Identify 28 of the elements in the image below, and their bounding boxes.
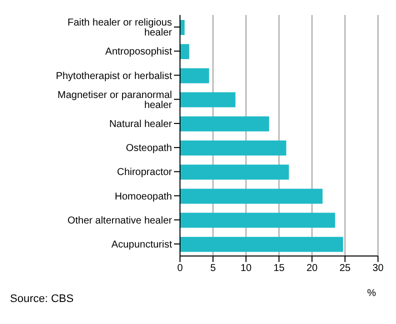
x-tick-label: 25 xyxy=(339,263,351,274)
y-tick-label: Antroposophist xyxy=(105,46,172,58)
x-tick-label: 30 xyxy=(372,263,384,274)
x-axis-title: % xyxy=(367,288,376,299)
y-tick-label: Chiropractor xyxy=(116,167,173,178)
y-tick-label: Osteopath xyxy=(126,143,172,154)
y-tick-label: Natural healer xyxy=(109,119,173,130)
bar xyxy=(180,68,210,84)
y-tick-label: Homoeopath xyxy=(114,191,172,202)
y-tick-label: Faith healer or religious healer xyxy=(68,18,173,39)
y-tick-label: Other alternative healer xyxy=(67,215,173,226)
source-note: Source: CBS xyxy=(10,293,74,305)
bar xyxy=(180,236,344,252)
bar xyxy=(180,116,270,132)
bar xyxy=(180,92,236,108)
x-tick-label: 0 xyxy=(177,263,184,274)
y-tick-label: Acupuncturist xyxy=(111,240,172,250)
x-tick-label: 15 xyxy=(273,263,285,274)
bar xyxy=(180,212,336,228)
bar xyxy=(180,44,190,60)
bar xyxy=(180,188,323,204)
x-tick-label: 10 xyxy=(240,263,252,274)
x-tick-label: 5 xyxy=(210,263,216,274)
bar xyxy=(180,164,289,180)
y-tick-label: Magnetiser or paranormal healer xyxy=(58,90,173,111)
y-tick-label: Phytotherapist or herbalist xyxy=(56,70,172,82)
x-tick-label: 20 xyxy=(306,263,318,274)
bar xyxy=(180,140,286,156)
